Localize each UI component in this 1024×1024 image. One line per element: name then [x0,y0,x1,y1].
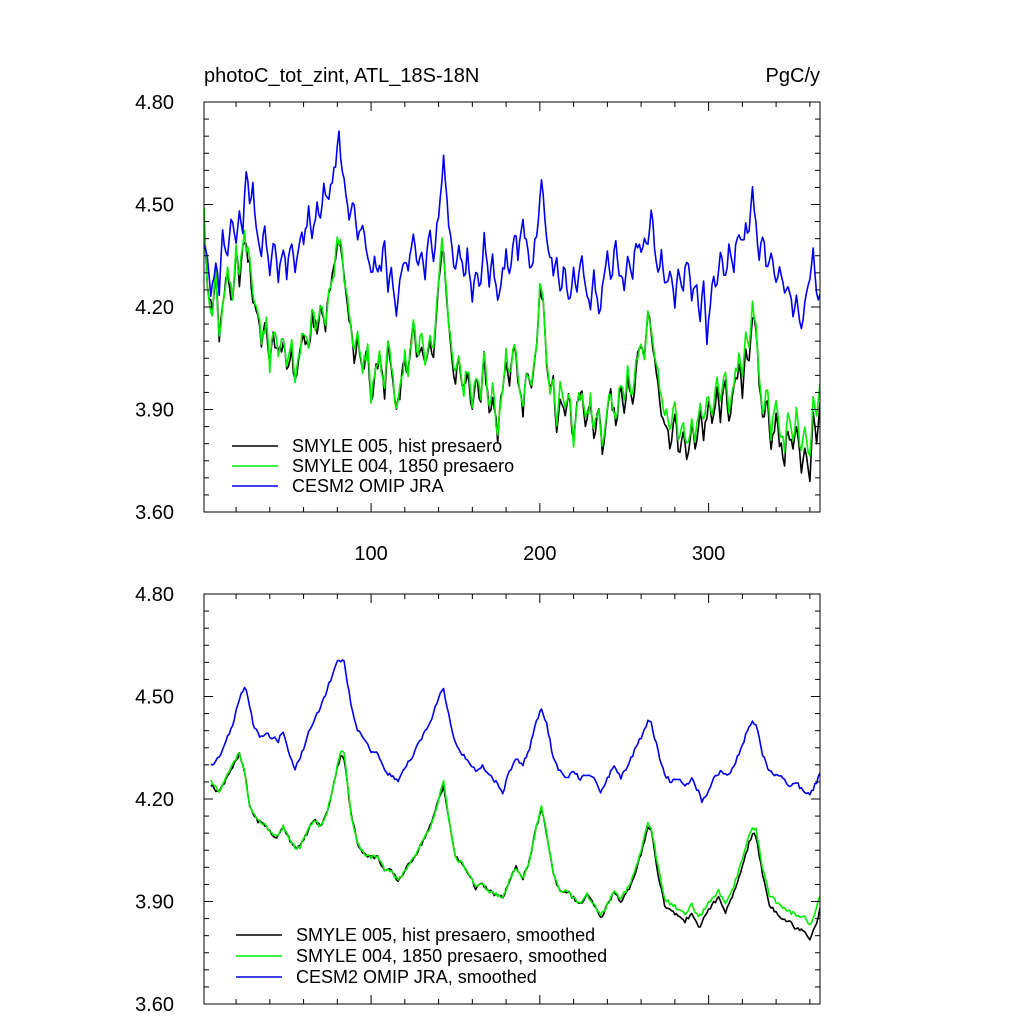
series-line-3 [204,130,820,346]
chart-title: photoC_tot_zint, ATL_18S-18N [204,65,479,87]
legend-label: SMYLE 004, 1850 presaero, smoothed [296,946,607,966]
axis-ticks [204,593,820,1005]
x-tick-labels: 100 200 300 [354,543,725,565]
legend-label: SMYLE 005, hist presaero [292,436,502,456]
y-tick-label: 4.80 [135,584,174,606]
y-tick-label: 3.90 [135,400,174,422]
series-line-1 [210,751,820,941]
top-panel: photoC_tot_zint, ATL_18S-18N PgC/y 3.603… [135,65,821,565]
x-tick-label: 200 [523,543,556,565]
y-tick-label: 3.60 [135,502,174,524]
series-lines [204,130,820,483]
y-tick-label: 4.80 [135,92,174,114]
axis-ticks [204,101,820,513]
series-lines [210,659,820,941]
y-tick-label: 3.90 [135,892,174,914]
legend-label: SMYLE 005, hist presaero, smoothed [296,925,595,945]
legend-label: SMYLE 004, 1850 presaero [292,456,514,476]
y-tick-label: 3.60 [135,994,174,1016]
y-tick-label: 4.50 [135,687,174,709]
x-tick-label: 300 [692,543,725,565]
y-tick-labels: 3.60 3.90 4.20 4.50 4.80 [135,584,174,1016]
y-tick-label: 4.50 [135,195,174,217]
legend-label: CESM2 OMIP JRA, smoothed [296,967,537,987]
units-label: PgC/y [766,65,820,87]
y-tick-labels: 3.60 3.90 4.20 4.50 4.80 [135,92,174,524]
y-tick-label: 4.20 [135,789,174,811]
x-tick-label: 100 [354,543,387,565]
y-tick-label: 4.20 [135,297,174,319]
legend: SMYLE 005, hist presaero, smoothedSMYLE … [236,925,607,987]
legend-label: CESM2 OMIP JRA [292,476,444,496]
bottom-panel: 3.60 3.90 4.20 4.50 4.80 SMYLE 005, hist pre… [135,584,821,1016]
series-line-2 [210,750,820,926]
series-line-3 [210,659,820,804]
series-line-2 [204,207,820,457]
